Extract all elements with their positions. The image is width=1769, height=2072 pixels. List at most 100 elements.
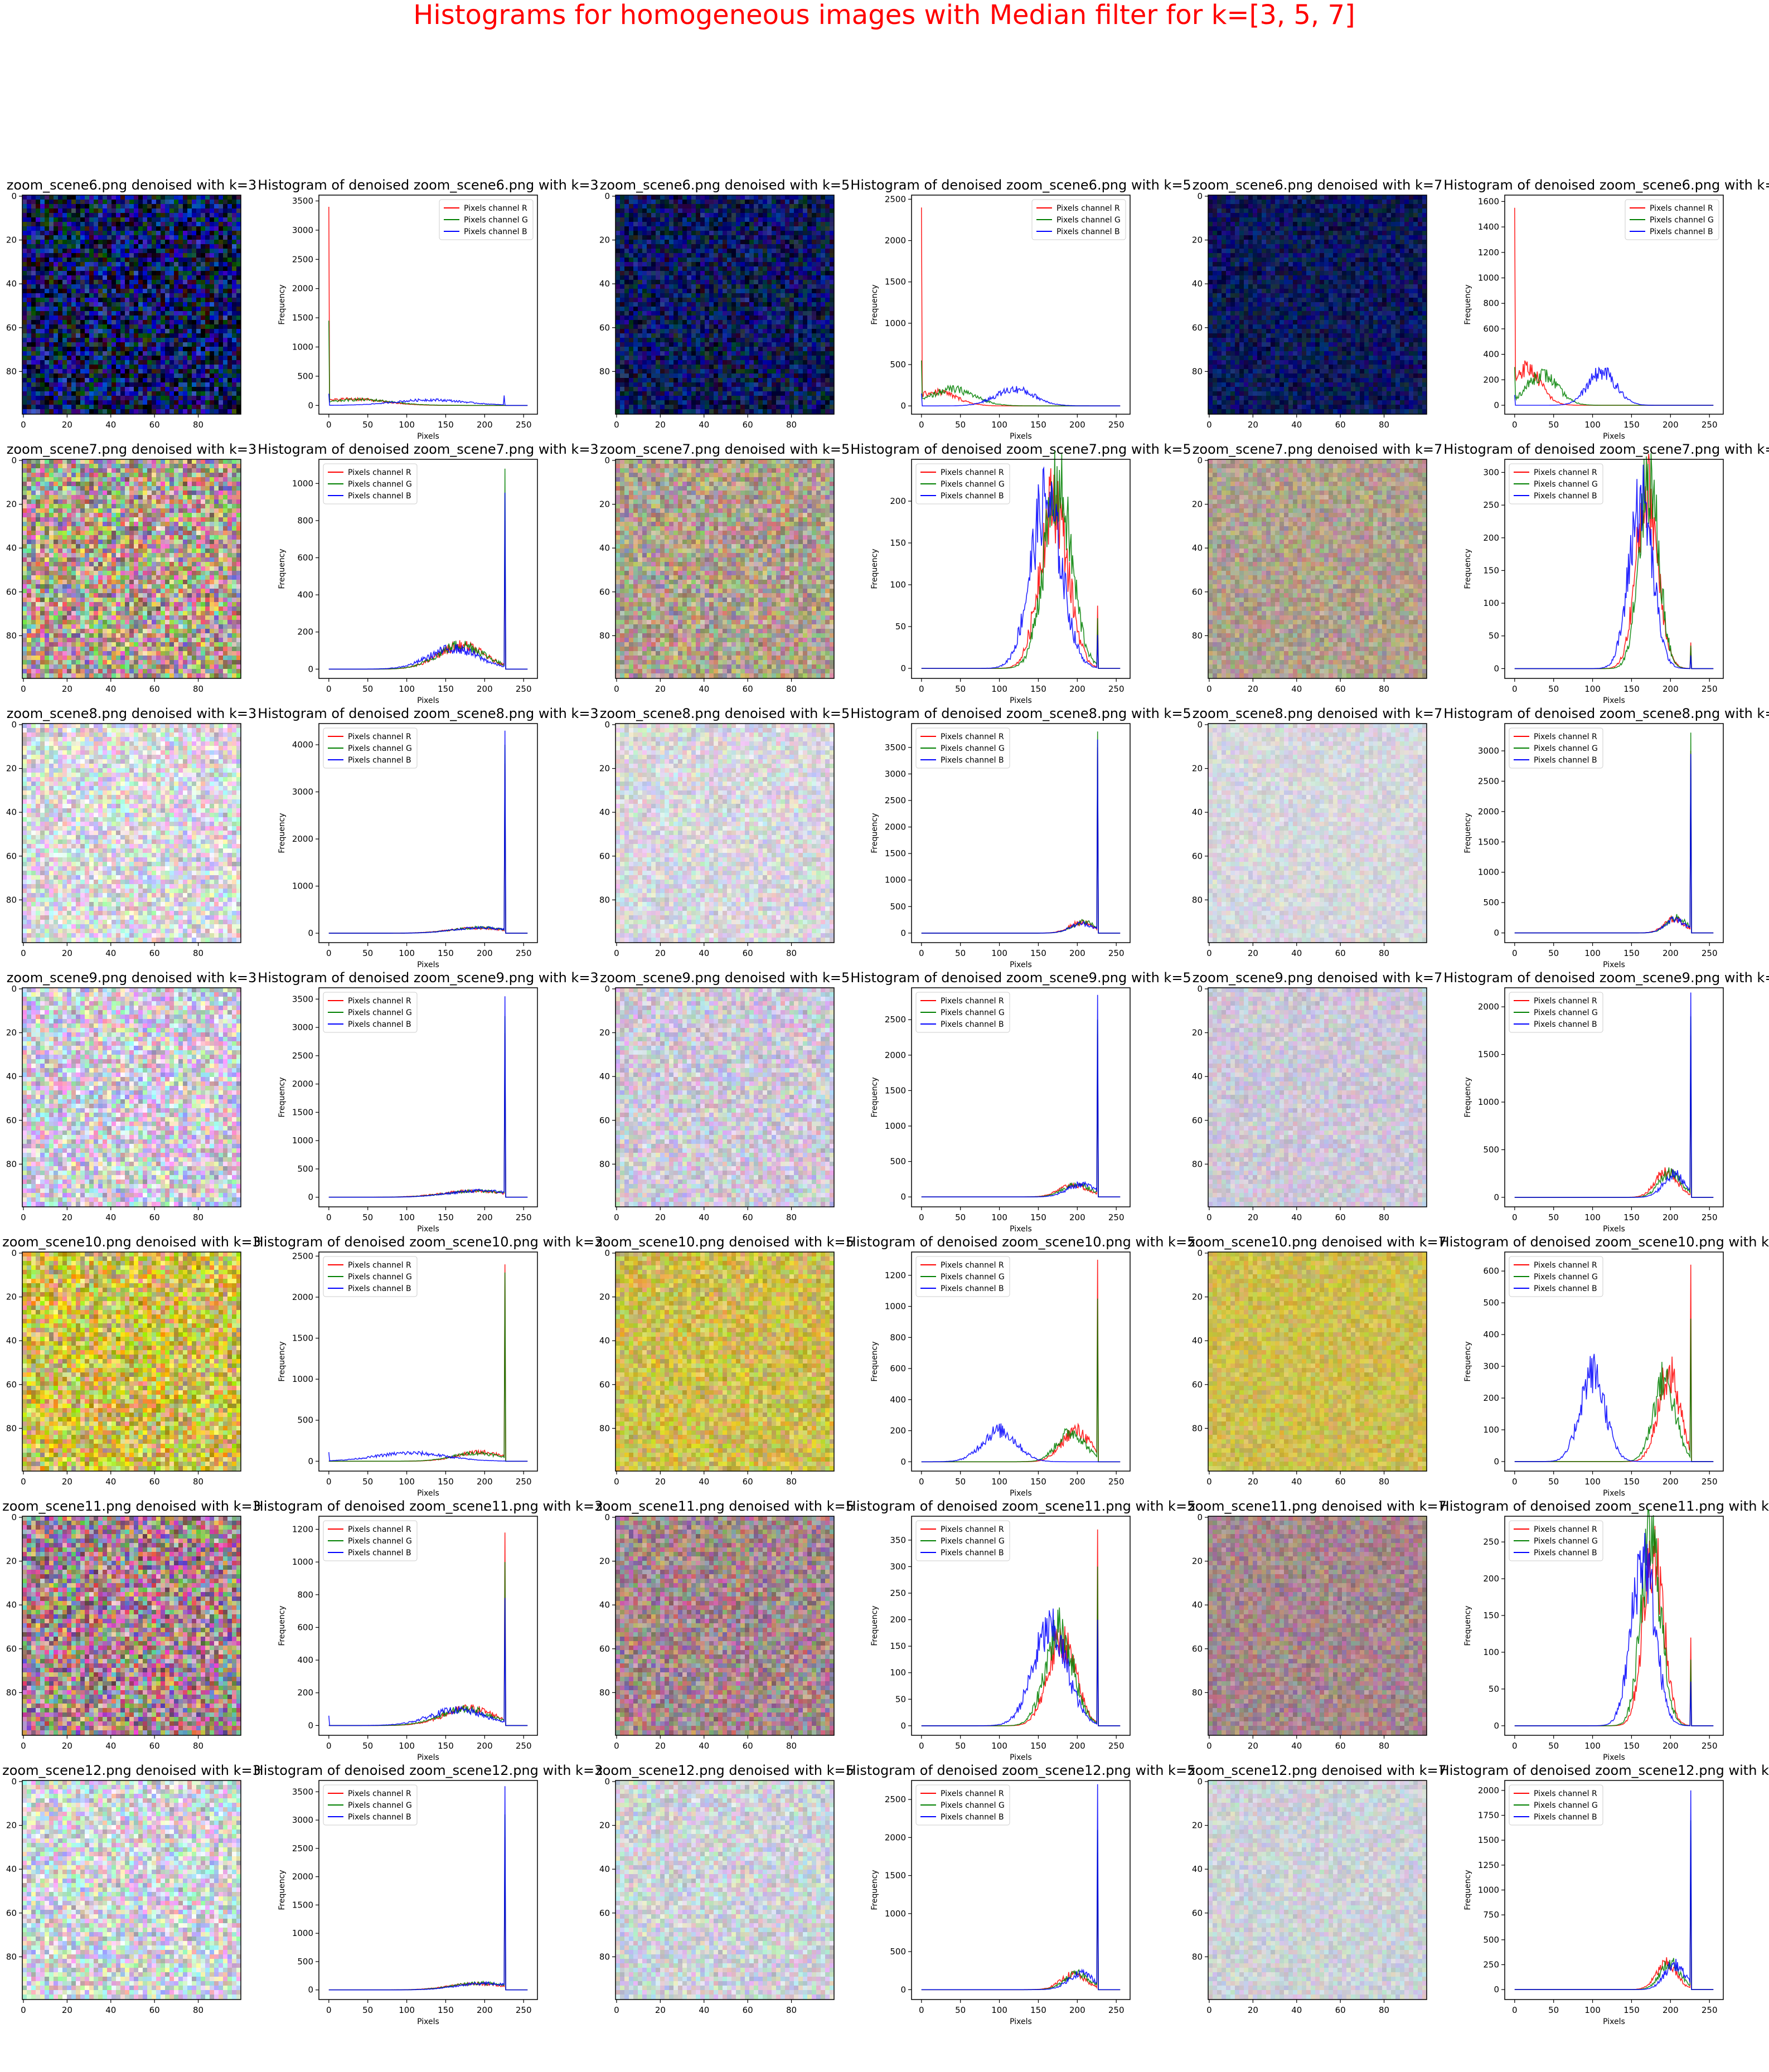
image-pixel [138,378,143,383]
image-pixel [776,382,781,387]
image-pixel [71,387,76,392]
image-pixel [103,266,108,271]
image-pixel [678,351,683,356]
image-pixel [187,324,192,329]
image-pixel [624,231,629,236]
image-pixel [723,204,728,209]
image-pixel [696,217,701,222]
image-pixel [196,204,201,209]
image-pixel [76,200,81,205]
image-pixel [660,329,665,334]
image-pixel [758,271,763,276]
image-pixel [615,373,621,379]
image-pixel [210,382,215,387]
image-pixel [116,378,121,383]
image-pixel [624,240,629,245]
image-pixel [54,195,59,200]
image-pixel [700,356,705,361]
image-pixel [763,208,768,213]
image-pixel [22,217,27,222]
image-pixel [789,280,794,285]
image-pixel [80,240,85,245]
image-pixel [789,266,794,271]
image-pixel [161,195,166,200]
image-pixel [201,356,206,361]
image-pixel [736,204,741,209]
image-pixel [763,396,768,401]
image-pixel [642,369,647,374]
image-pixel [754,204,759,209]
image-pixel [789,258,794,263]
image-pixel [736,302,741,307]
image-pixel [214,266,219,271]
image-pixel [714,262,719,267]
image-pixel [1208,298,1213,303]
image-pixel [772,240,777,245]
image-pixel [638,378,643,383]
image-pixel [201,347,206,352]
image-pixel [223,222,228,227]
image-pixel [232,240,237,245]
image-pixel [736,351,741,356]
image-pixel [700,316,705,321]
image-pixel [94,289,99,294]
image-pixel [178,284,183,289]
image-pixel [830,200,835,205]
image-pixel [31,338,36,343]
image-pixel [31,217,36,222]
image-pixel [673,378,678,383]
image-pixel [22,329,27,334]
image-pixel [624,307,629,312]
image-pixel [821,217,826,222]
image-pixel [31,231,36,236]
image-pixel [152,391,157,396]
image-pixel [798,293,803,298]
image-pixel [152,253,157,258]
series-line-g [921,360,1121,406]
image-pixel [758,307,763,312]
image-pixel [673,240,678,245]
image-pixel [76,235,81,240]
image-pixel [227,360,232,365]
image-pixel [1208,222,1213,227]
image-pixel [183,320,188,325]
image-pixel [138,316,143,321]
image-pixel [1208,275,1213,280]
image-pixel [227,400,232,405]
image-pixel [830,396,835,401]
image-pixel [624,289,629,294]
image-pixel [196,213,201,218]
image-pixel [781,280,786,285]
image-pixel [196,382,201,387]
image-pixel [152,396,157,401]
image-pixel [781,226,786,231]
image-pixel [651,235,656,240]
image-pixel [27,298,32,303]
image-pixel [723,378,728,383]
image-pixel [691,213,696,218]
image-pixel [624,204,629,209]
image-pixel [120,217,125,222]
image-pixel [781,347,786,352]
image-pixel [794,324,799,329]
image-pixel [825,391,830,396]
image-pixel [660,400,665,405]
image-pixel [807,266,812,271]
image-pixel [45,293,50,298]
image-panel: zoom_scene6.png denoised with k=70 20 40 60… [1192,177,1442,430]
image-pixel [781,365,786,370]
image-pixel [178,405,183,410]
image-pixel [76,307,81,312]
image-pixel [705,226,710,231]
image-pixel [143,258,148,263]
image-pixel [196,262,201,267]
image-pixel [821,284,826,289]
image-pixel [705,208,710,213]
image-pixel [129,342,134,347]
image-pixel [76,231,81,236]
image-pixel [647,302,652,307]
image-pixel [49,333,54,338]
image-pixel [803,311,808,316]
image-pixel [825,338,830,343]
image-pixel [789,302,794,307]
